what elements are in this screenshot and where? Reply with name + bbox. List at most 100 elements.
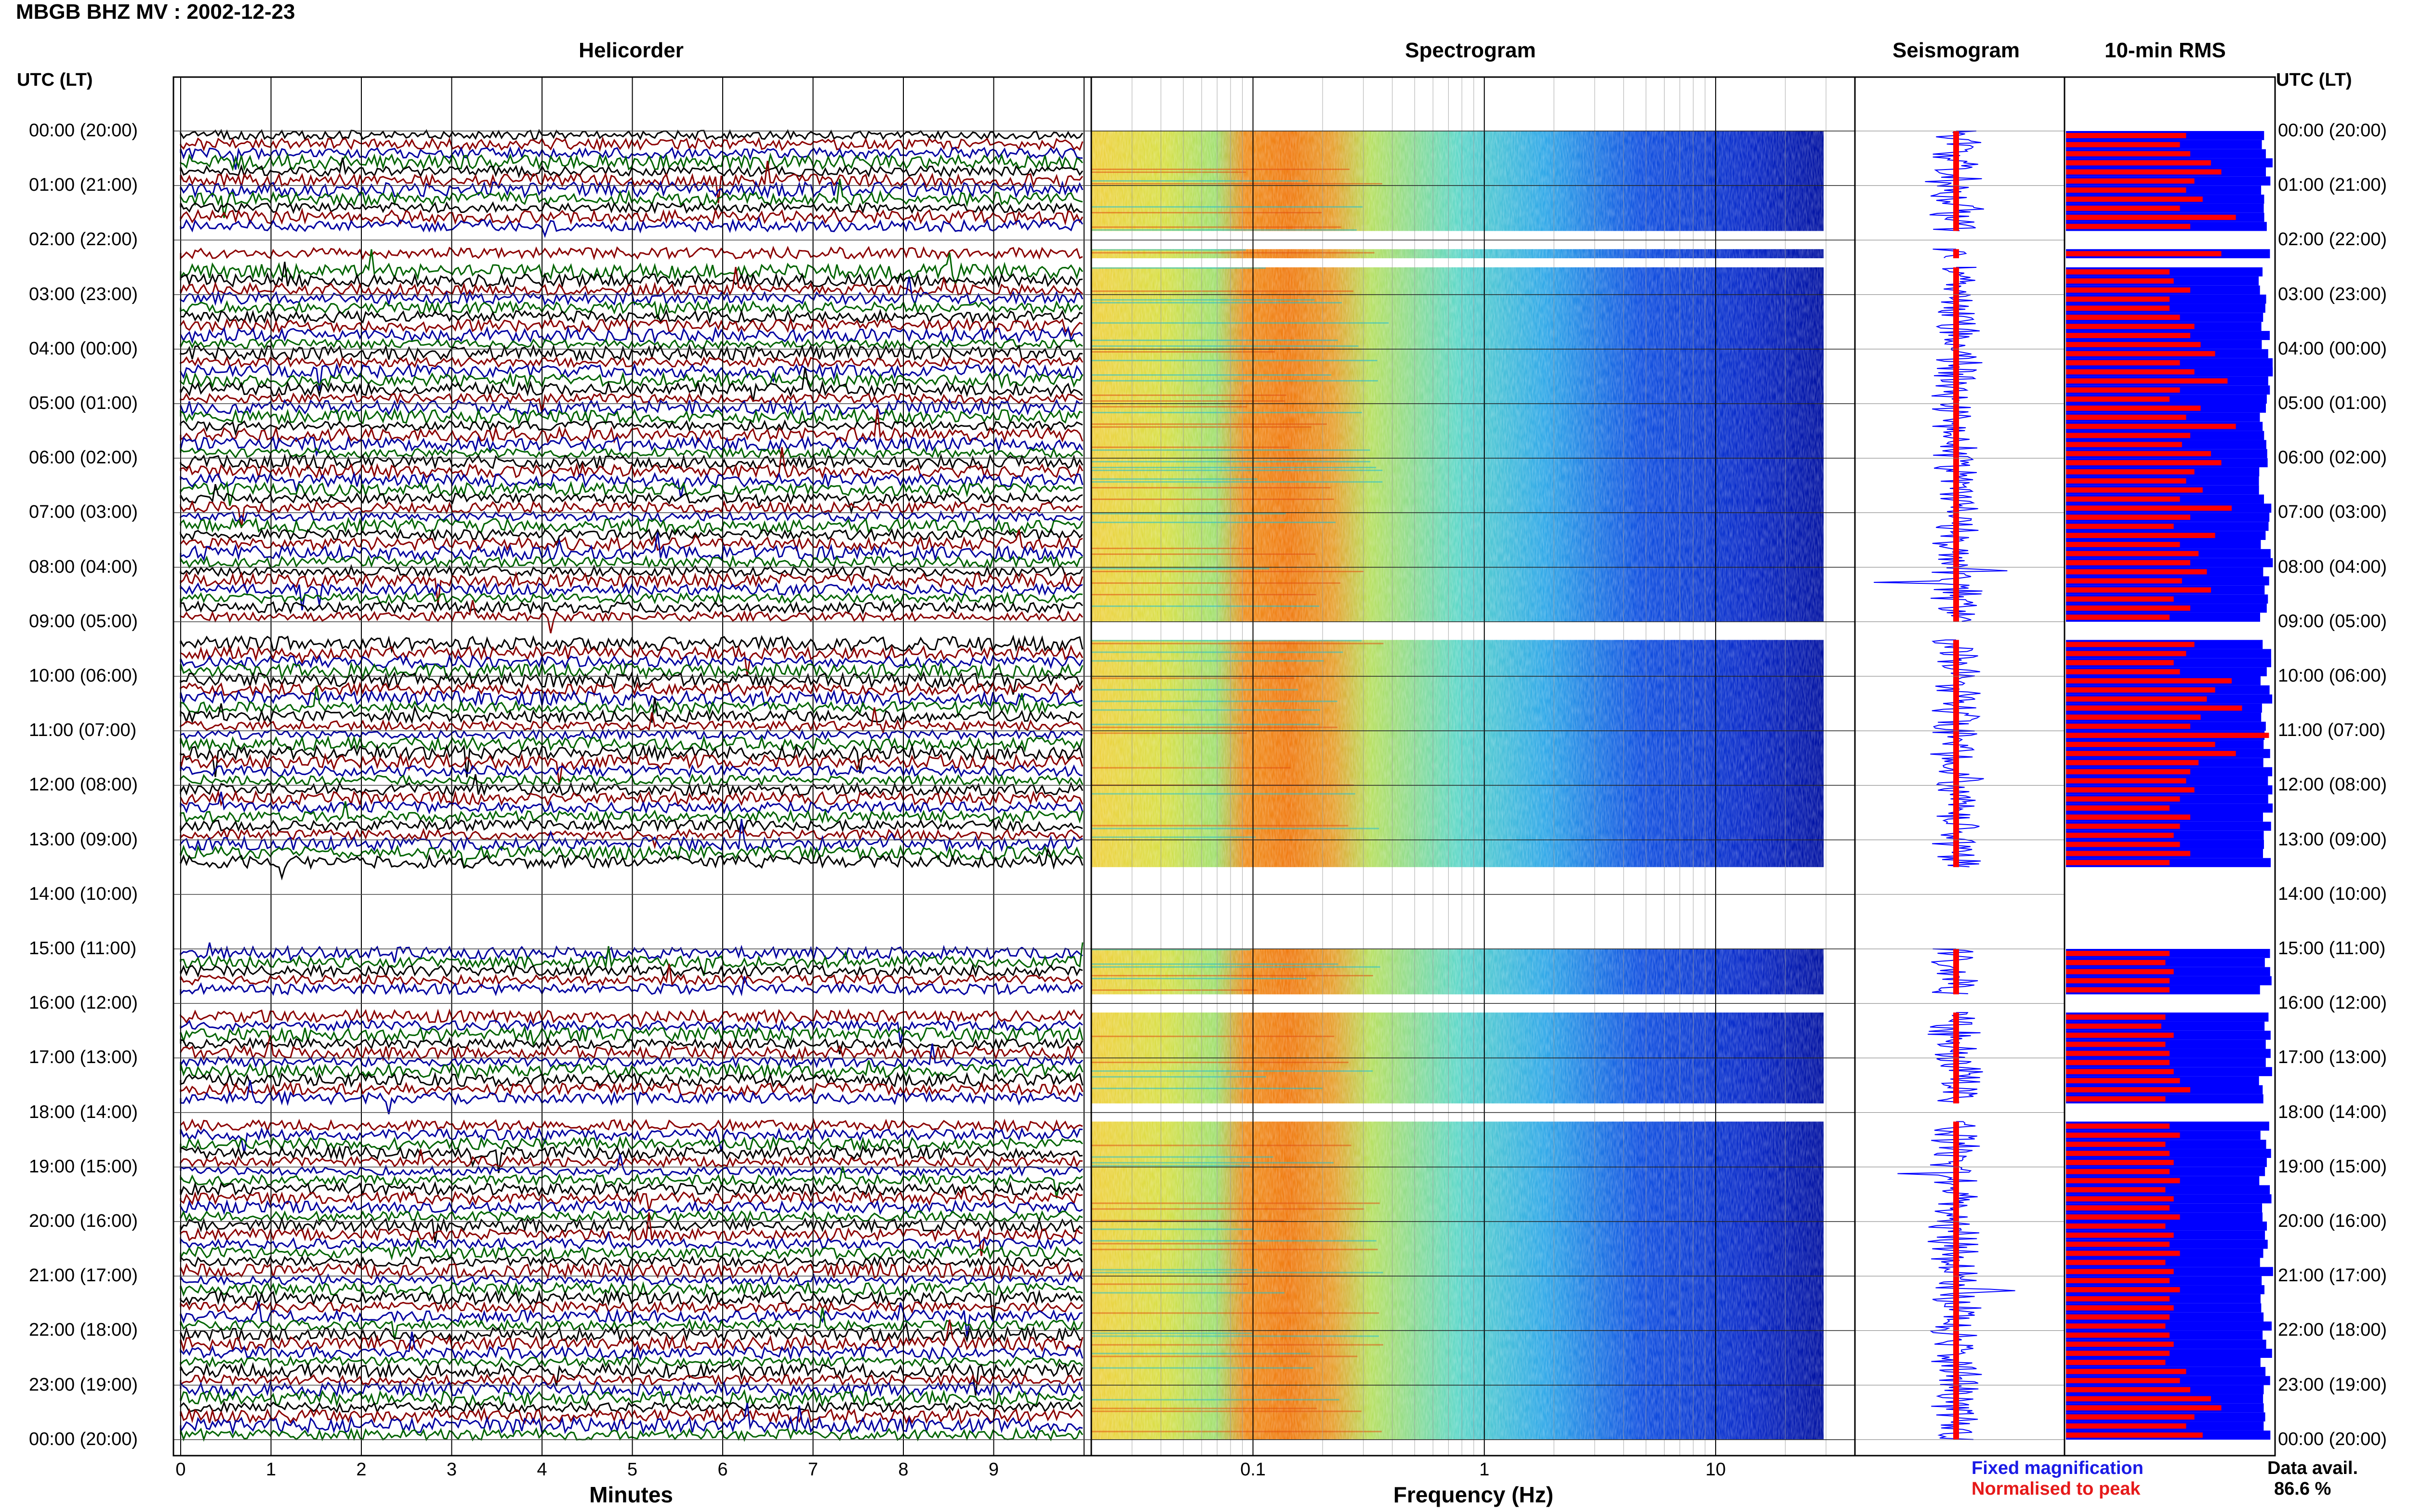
time-label-left: 05:00 (01:00)	[29, 393, 138, 413]
rms-normalised-bar	[2066, 360, 2180, 366]
spectrogram-row-streak	[1091, 380, 1378, 381]
spectrogram-row-streak	[1091, 568, 1270, 569]
rms-normalised-bar	[2066, 1341, 2174, 1347]
spectrogram-row-streak	[1091, 978, 1307, 979]
rms-normalised-bar	[2066, 514, 2190, 520]
spectrogram-row-streak	[1091, 1162, 1334, 1164]
rms-normalised-bar	[2066, 1296, 2170, 1302]
spectrogram-title: Spectrogram	[1405, 39, 1536, 62]
helicorder-trace	[180, 158, 1084, 179]
rms-normalised-bar	[2066, 551, 2199, 556]
rms-normalised-bar	[2066, 1169, 2170, 1174]
rms-normalised-bar	[2066, 750, 2236, 756]
helicorder-trace	[180, 1212, 1083, 1256]
helicorder-trace	[180, 481, 1083, 506]
rms-normalised-bar	[2066, 1396, 2211, 1402]
rms-normalised-bar	[2066, 596, 2174, 602]
helicorder-trace	[180, 1400, 1084, 1414]
helicorder-trace	[180, 591, 1083, 605]
legend-fixed-magnification: Fixed magnification	[1972, 1458, 2144, 1478]
data-availability-value: 86.6 %	[2274, 1479, 2331, 1499]
rms-normalised-bar	[2066, 224, 2190, 229]
rms-normalised-bar	[2066, 187, 2186, 193]
rms-normalised-bar	[2066, 569, 2207, 575]
rms-normalised-bar	[2066, 669, 2180, 674]
rms-normalised-bar	[2066, 1323, 2166, 1329]
time-label-left: 20:00 (16:00)	[29, 1211, 138, 1231]
rms-normalised-bar	[2066, 1060, 2170, 1065]
helicorder-trace	[180, 582, 1083, 611]
rms-normalised-bar	[2066, 1250, 2180, 1256]
rms-normalised-bar	[2066, 660, 2174, 666]
rms-normalised-bar	[2066, 324, 2195, 329]
spectrogram-row-streak	[1091, 322, 1389, 324]
helicorder-trace	[180, 160, 1084, 203]
helicorder-trace	[180, 343, 1083, 363]
spectrogram-row-streak	[1091, 1240, 1377, 1242]
seismogram-normalised-trace	[1953, 1121, 1959, 1440]
rms-normalised-bar	[2066, 642, 2195, 647]
time-label-right: 00:00 (20:00)	[2278, 120, 2387, 141]
minute-tick-label: 7	[807, 1459, 819, 1480]
helicorder-trace	[180, 146, 1083, 170]
helicorder-trace	[180, 819, 1083, 853]
rms-normalised-bar	[2066, 742, 2215, 747]
time-label-left: 06:00 (02:00)	[29, 447, 138, 468]
rms-normalised-bar	[2066, 460, 2222, 466]
seismogram-fixed-trace	[1932, 249, 1967, 259]
spectrogram-row-streak	[1091, 732, 1247, 734]
time-label-right: 15:00 (11:00)	[2278, 938, 2386, 959]
utc-header-right: UTC (LT)	[2276, 70, 2352, 90]
helicorder-trace	[180, 1301, 1083, 1337]
rms-normalised-bar	[2066, 1069, 2174, 1075]
minute-tick-label: 3	[446, 1459, 457, 1480]
spectrogram-row-streak	[1091, 1156, 1273, 1158]
helicorder-trace	[180, 447, 1084, 480]
spectrogram-row-streak	[1091, 499, 1334, 500]
time-label-left: 17:00 (13:00)	[29, 1047, 138, 1068]
rms-normalised-bar	[2066, 678, 2232, 684]
helicorder-trace	[180, 942, 1084, 976]
helicorder-trace	[180, 1149, 1083, 1172]
time-label-left: 19:00 (15:00)	[29, 1156, 138, 1177]
helicorder-trace	[180, 446, 1084, 460]
rms-normalised-bar	[2066, 823, 2180, 829]
time-label-left: 07:00 (03:00)	[29, 502, 138, 523]
time-label-right: 17:00 (13:00)	[2278, 1047, 2387, 1068]
spectrogram-row-streak	[1091, 522, 1336, 523]
helicorder-trace	[180, 644, 1084, 676]
rms-normalised-bar	[2066, 1223, 2166, 1229]
helicorder-trace	[180, 1199, 1083, 1215]
rms-normalised-bar	[2066, 378, 2228, 384]
time-label-left: 11:00 (07:00)	[29, 720, 137, 741]
helicorder-trace	[180, 510, 1084, 523]
helicorder-trace	[180, 942, 1083, 963]
rms-normalised-bar	[2066, 605, 2190, 611]
time-label-right: 21:00 (17:00)	[2278, 1265, 2387, 1286]
helicorder-axis-title: Minutes	[589, 1482, 673, 1507]
time-label-right: 03:00 (23:00)	[2278, 284, 2387, 304]
helicorder-trace	[180, 435, 1084, 457]
helicorder-trace	[180, 963, 1083, 979]
spectrogram-row-streak	[1091, 299, 1315, 301]
helicorder-trace	[180, 571, 1084, 604]
helicorder-trace	[180, 1060, 1084, 1080]
rms-normalised-bar	[2066, 723, 2190, 729]
figure-title: MBGB BHZ MV : 2002-12-23	[16, 0, 295, 24]
spectrogram-row-streak	[1091, 394, 1286, 396]
spectrogram-row-streak	[1091, 1269, 1258, 1271]
seismogram-fixed-trace	[1874, 267, 2008, 622]
rms-normalised-bar	[2066, 832, 2174, 838]
time-label-left: 18:00 (14:00)	[29, 1102, 138, 1122]
helicorder-trace	[180, 308, 1083, 325]
rms-normalised-bar	[2066, 696, 2207, 702]
helicorder-trace	[180, 419, 1083, 436]
helicorder-trace	[180, 963, 1084, 989]
helicorder-trace	[180, 1118, 1083, 1133]
helicorder-trace	[180, 517, 1084, 535]
helicorder-trace	[180, 267, 1083, 298]
helicorder-trace	[180, 671, 1084, 695]
rms-normalised-bar	[2066, 1205, 2170, 1211]
helicorder-trace	[180, 129, 1084, 141]
